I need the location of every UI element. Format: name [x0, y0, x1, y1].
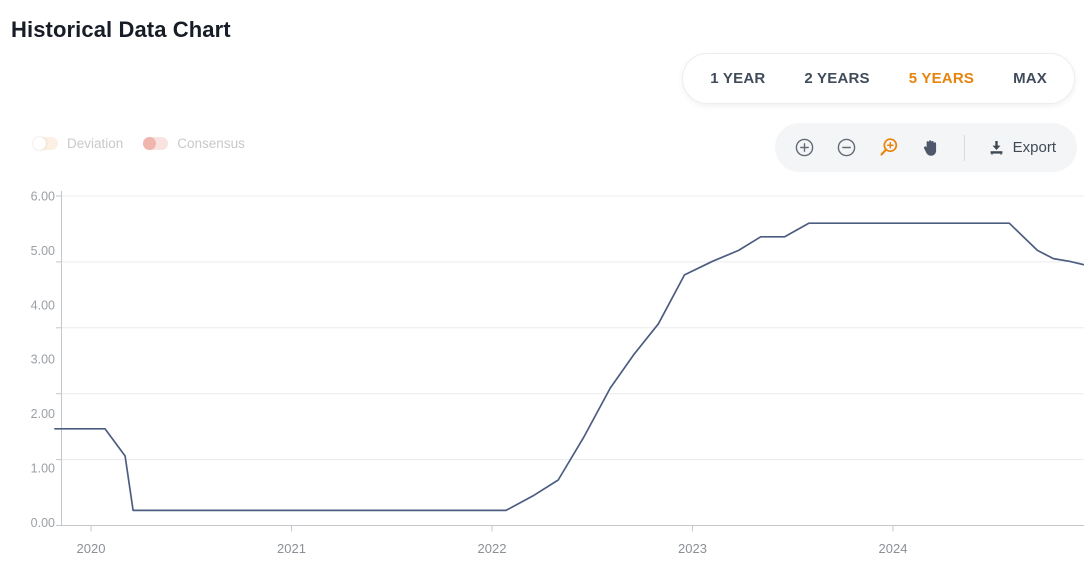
y-axis-label: 6.00 [31, 190, 55, 204]
zoom-area-button[interactable] [878, 137, 899, 159]
page-title: Historical Data Chart [11, 17, 231, 42]
gridlines [61, 195, 1084, 461]
range-option-2-years[interactable]: 2 YEARS [804, 70, 870, 87]
pan-hand-icon [924, 140, 937, 156]
x-axis-labels: 2020 2021 2022 2023 2024 [77, 525, 908, 556]
axes [61, 191, 1084, 526]
x-axis-label: 2024 [879, 541, 908, 556]
x-axis-label: 2022 [478, 541, 507, 556]
download-icon [990, 141, 1003, 155]
export-button-label: Export [1012, 139, 1056, 156]
range-selector: 1 YEAR 2 YEARS 5 YEARS MAX [682, 53, 1075, 104]
range-option-5-years[interactable]: 5 YEARS [908, 70, 975, 87]
chart-toolbar: Export [774, 123, 1077, 172]
consensus-switch[interactable] [143, 137, 169, 150]
y-axis-label: 3.00 [31, 353, 55, 367]
zoom-out-icon [837, 138, 855, 157]
consensus-switch-knob [143, 137, 157, 150]
y-axis-label: 1.00 [31, 462, 55, 476]
zoom-area-icon [880, 138, 897, 156]
deviation-switch[interactable] [33, 137, 58, 150]
y-axis-label: 2.00 [31, 407, 55, 421]
range-option-max[interactable]: MAX [1013, 70, 1047, 87]
legend-toggles: Deviation Consensus [33, 136, 245, 151]
series-line [54, 222, 1084, 512]
range-option-1-year[interactable]: 1 YEAR [710, 70, 766, 87]
export-button[interactable]: Export [988, 139, 1056, 156]
deviation-switch-knob [33, 137, 46, 150]
zoom-in-icon [795, 138, 813, 157]
deviation-toggle[interactable]: Deviation [33, 136, 123, 151]
x-axis-label: 2023 [678, 541, 707, 556]
zoom-in-button[interactable] [794, 137, 815, 159]
y-axis-label: 5.00 [31, 244, 55, 258]
y-axis-label: 4.00 [31, 298, 55, 312]
y-axis-labels: 6.00 5.00 4.00 3.00 2.00 1.00 0.00 [31, 190, 62, 530]
toolbar-divider [963, 134, 965, 161]
x-axis-label: 2020 [77, 541, 106, 556]
zoom-out-button[interactable] [836, 137, 857, 159]
pan-button[interactable] [920, 137, 941, 159]
deviation-toggle-label: Deviation [67, 136, 124, 151]
consensus-toggle-label: Consensus [177, 136, 245, 151]
y-axis-label: 0.00 [31, 516, 55, 530]
consensus-toggle[interactable]: Consensus [143, 136, 245, 151]
x-axis-label: 2021 [277, 541, 306, 556]
